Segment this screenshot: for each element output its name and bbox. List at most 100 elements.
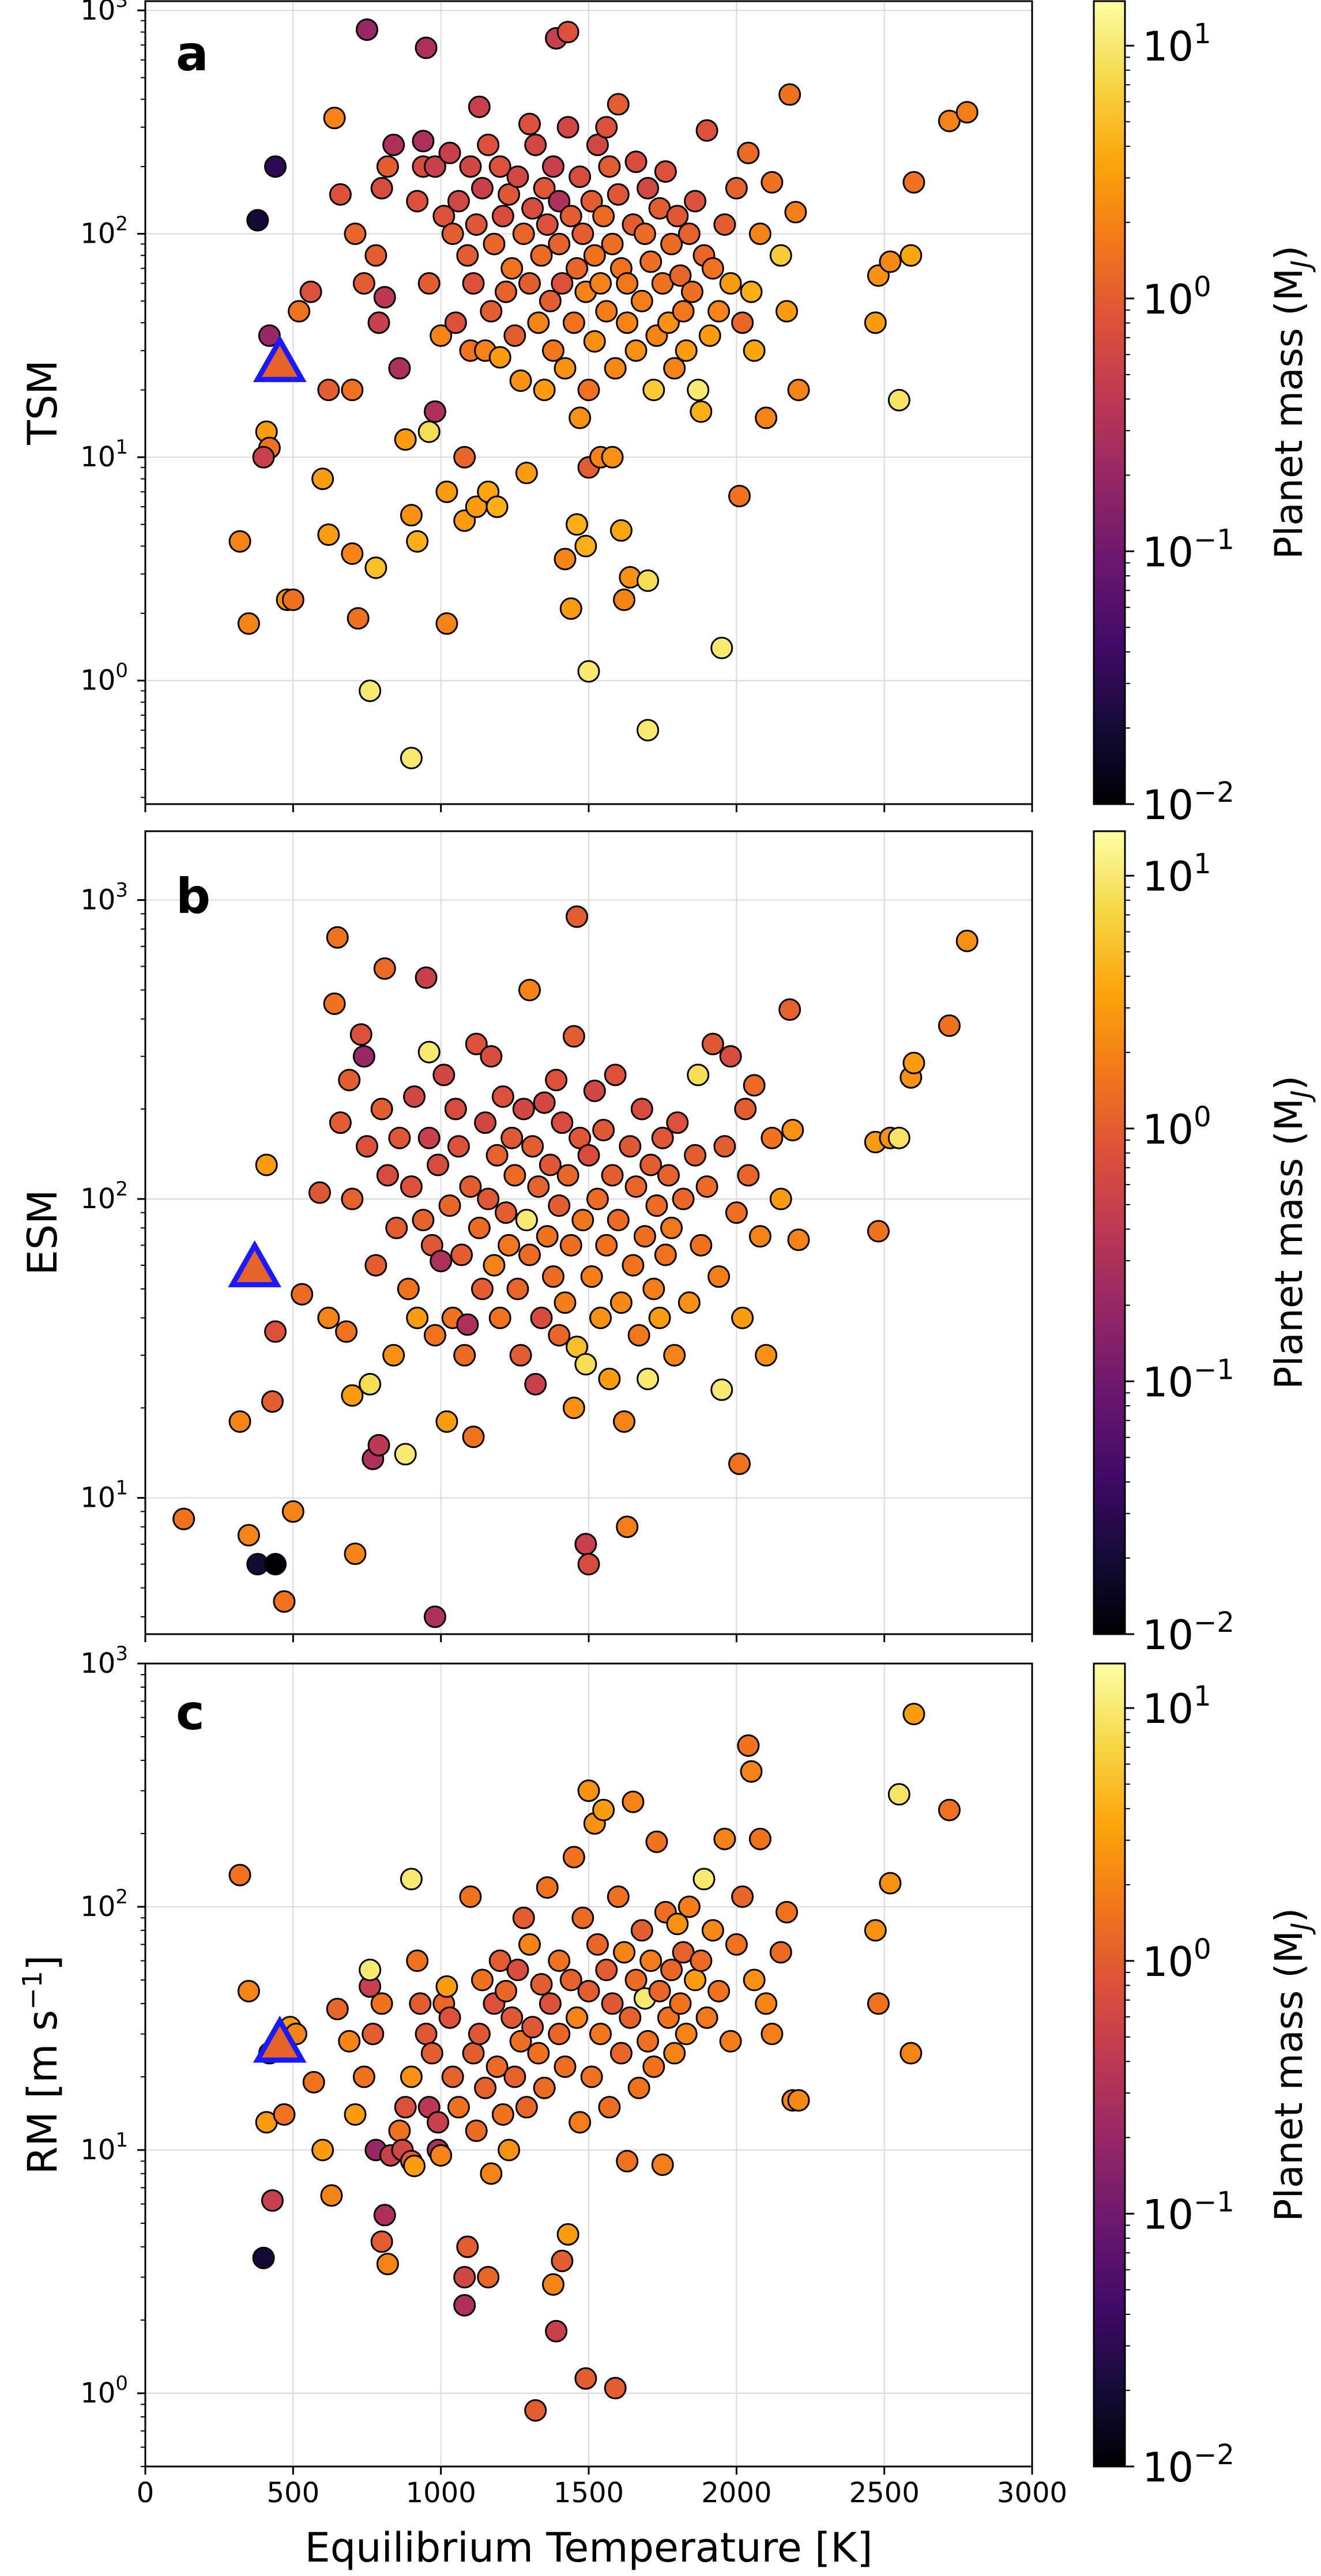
panel-b-data-point [512, 1097, 535, 1121]
panel-b-data-point [761, 1126, 784, 1149]
panel-c-data-point [598, 2096, 621, 2119]
panel-c-data-point [725, 1933, 748, 1956]
panel-b-data-point [498, 1234, 521, 1257]
panel-a-data-point [577, 660, 600, 683]
panel-a-data-point [344, 222, 367, 246]
panel-a-data-point [548, 232, 571, 255]
panel-a-data-point [432, 205, 456, 228]
panel-c-data-point [589, 2023, 612, 2046]
panel-c-data-point [338, 2030, 361, 2053]
panel-a-data-point [388, 357, 411, 380]
panel-c-data-point [453, 2294, 476, 2317]
panel-a-data-point [637, 176, 660, 199]
panel-a-data-point [663, 357, 686, 380]
panel-a-data-point [604, 357, 627, 380]
panel-b-data-point [447, 1135, 470, 1158]
panel-b-data-point [480, 1045, 503, 1068]
panel-b-data-point [359, 1372, 382, 1396]
panel-b: 101 102 103 b ESM 101 100 10−1 10−2 Planet ma… [19, 830, 1316, 1659]
panel-b-data-point [728, 1452, 751, 1475]
panel-a-data-point [725, 176, 748, 199]
colorbar-b-tick-label: 10−2 [1142, 1606, 1235, 1659]
panel-a-data-point [761, 171, 784, 194]
panel-a-data-point [598, 155, 621, 178]
panel-a-data-point [491, 205, 514, 228]
panel-a-data-point [400, 746, 423, 770]
panel-a-data-point [527, 311, 550, 334]
panel-a-data-point [382, 133, 405, 156]
panel-b-ytick-label: 102 [80, 1178, 128, 1215]
panel-a-data-point [435, 480, 458, 503]
panel-b-data-point [456, 1313, 479, 1336]
x-tick-label: 2000 [701, 2477, 771, 2509]
panel-c-data-point [447, 2096, 470, 2119]
panel-a-data-point [639, 250, 663, 273]
panel-b-data-point [518, 979, 541, 1002]
panel-a-data-point [601, 232, 624, 255]
panel-a-data-point [607, 93, 630, 116]
panel-c-letter: c [176, 1684, 205, 1741]
panel-a-data-point [879, 250, 902, 273]
colorbar-c-ticks: 101 100 10−1 10−2 [1125, 1680, 1235, 2491]
colorbar-c [1093, 1662, 1126, 2468]
panel-c-data-point [701, 1919, 724, 1942]
panel-c-data-point [273, 2103, 296, 2126]
panel-b-data-point [500, 1126, 524, 1149]
panel-a-data-point [311, 467, 334, 491]
panel-a-data-point [583, 330, 606, 353]
panel-a-data-point [607, 183, 630, 206]
panel-b-data-point [778, 998, 801, 1021]
panel-b-data-point [228, 1410, 251, 1433]
panel-a-data-point [503, 324, 526, 347]
panel-c-data-point [580, 2065, 603, 2088]
panel-c-points [228, 1703, 961, 2422]
panel-b-highlight [228, 1240, 282, 1288]
panel-b-data-point [548, 1194, 571, 1217]
panel-c-data-point [435, 1975, 458, 1998]
panel-a-data-point [680, 280, 703, 303]
colorbar-a-tick-label: 100 [1142, 271, 1211, 323]
panel-a-data-point [624, 339, 648, 362]
panel-a-data-point [955, 101, 978, 124]
panel-b-data-point [562, 1025, 585, 1048]
x-tick-label: 500 [267, 2477, 320, 2509]
colorbar-a-tick-label: 10−2 [1142, 776, 1235, 829]
panel-b-data-point [787, 1228, 810, 1251]
panel-b-data-point [586, 1187, 609, 1210]
panel-b-data-point [541, 1265, 564, 1288]
panel-a-data-point [657, 311, 680, 334]
panel-b-data-point [281, 1500, 304, 1523]
panel-b-data-point [902, 1051, 925, 1074]
panel-c-data-point [462, 2042, 485, 2065]
panel-c-data-point [619, 2006, 642, 2029]
panel-c-data-point [352, 2065, 375, 2088]
panel-b-data-point [308, 1181, 331, 1204]
panel-b-data-point [607, 1209, 630, 1232]
panel-b-points [172, 905, 978, 1628]
panel-b-data-point [453, 1344, 476, 1367]
panel-c-data-point [609, 2042, 633, 2065]
panel-b-data-point [388, 1126, 411, 1149]
panel-a-data-point [246, 209, 269, 232]
panel-b-data-point [589, 1306, 612, 1329]
panel-a-data-point [471, 176, 494, 199]
panel-b-data-point [403, 1085, 426, 1108]
panel-c-data-point [400, 1868, 423, 1891]
panel-a-points [228, 18, 978, 770]
panel-c-data-point [731, 1885, 754, 1909]
panel-b-data-point [524, 1372, 547, 1396]
panel-b-data-point [352, 1045, 375, 1068]
panel-c-data-point [373, 2204, 396, 2227]
panel-a-data-point [616, 272, 639, 295]
panel-a-data-point [571, 222, 594, 246]
panel-a-data-point [769, 244, 792, 267]
panel-a-data-point [364, 244, 387, 267]
panel-a-data-point [775, 300, 798, 323]
panel-b-data-point [678, 1291, 701, 1314]
panel-b-data-point [385, 1216, 408, 1239]
panel-c-data-point [474, 2076, 497, 2099]
panel-c-data-point [879, 1872, 902, 1895]
panel-b-yticks: 101 102 103 [80, 878, 145, 1617]
panel-a-data-point [624, 150, 648, 174]
panel-c-data-point [403, 2155, 426, 2178]
